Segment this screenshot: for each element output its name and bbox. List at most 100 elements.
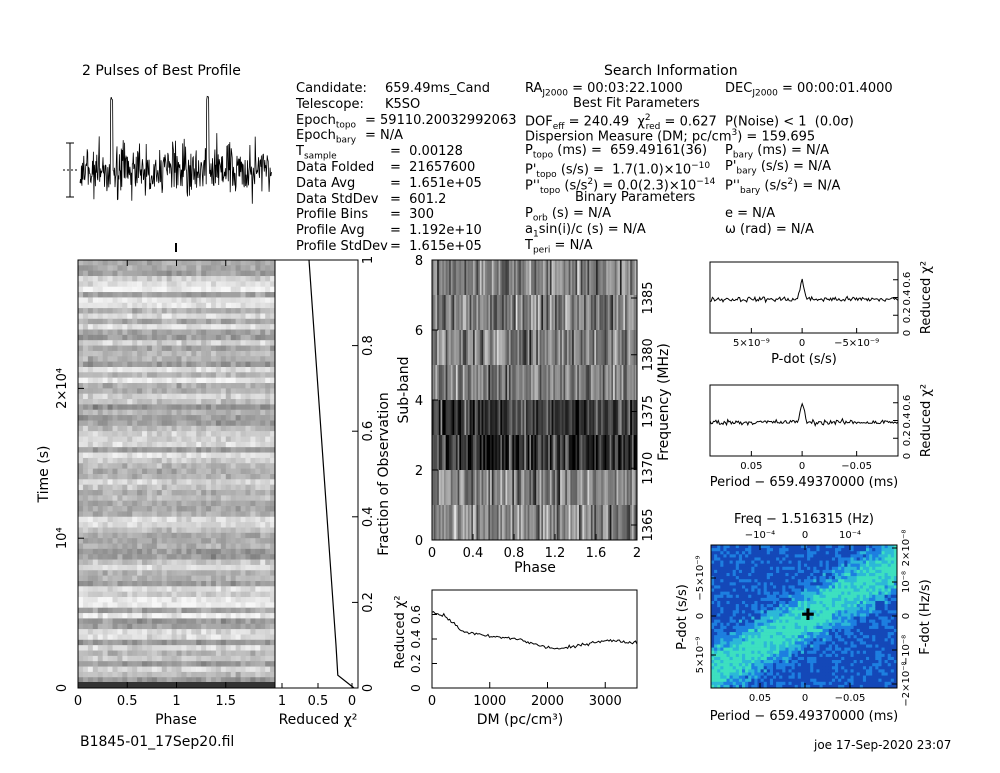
tp-cell — [156, 409, 163, 416]
sb-cell — [558, 295, 561, 330]
tp-cell — [191, 495, 197, 502]
tp-cell — [255, 415, 261, 421]
tp-cell — [250, 313, 256, 320]
tp-cell — [196, 292, 202, 298]
tp-cell — [112, 350, 118, 357]
sb-cell — [507, 260, 510, 295]
tp-cell — [196, 265, 202, 271]
tp-cell — [240, 377, 246, 384]
sb-cell — [597, 365, 600, 400]
tp-cell — [215, 538, 222, 544]
tp-cell — [82, 324, 89, 330]
sb-cell — [478, 365, 481, 400]
tp-cell — [127, 500, 133, 507]
tp-cell — [132, 468, 138, 475]
tp-cell — [265, 511, 271, 518]
sb-cell — [601, 435, 604, 470]
tp-cell — [220, 591, 227, 598]
ppdot-cell — [732, 579, 737, 583]
tp-cell — [270, 581, 276, 587]
tp-cell — [82, 276, 89, 282]
tp-cell — [250, 532, 256, 539]
tp-cell — [225, 500, 231, 507]
ppdot-cell — [735, 588, 740, 592]
sb-cell — [466, 435, 469, 470]
info-value: = 601.2 — [390, 191, 447, 207]
tp-cell — [87, 613, 94, 619]
tp-cell — [220, 281, 227, 288]
sb-cell — [527, 435, 530, 470]
tp-cell — [250, 479, 256, 485]
tp-cell — [102, 645, 108, 651]
sb-cell — [457, 470, 460, 505]
tp-cell — [127, 377, 133, 384]
tp-cell — [107, 639, 113, 646]
sb-cell — [479, 400, 482, 435]
tp-cell — [181, 334, 187, 341]
tp-cell — [235, 500, 241, 507]
tp-cell — [117, 506, 123, 512]
ppdot-cell — [726, 625, 730, 630]
tp-cell — [87, 399, 94, 405]
sb-cell — [573, 295, 576, 330]
tp-cell — [235, 511, 241, 518]
tp-cell — [240, 591, 246, 598]
sb-cell — [584, 295, 587, 330]
sb-cell — [577, 365, 580, 400]
tp-cell — [117, 431, 123, 437]
sb-cell — [548, 470, 551, 505]
tp-cell — [270, 516, 276, 523]
tp-cell — [82, 516, 89, 523]
tp-cell — [235, 436, 241, 443]
sb-cell — [625, 400, 628, 435]
tp-cell — [206, 276, 212, 282]
sb-cell — [466, 260, 469, 295]
tp-cell — [122, 532, 128, 539]
tp-cell — [166, 388, 172, 395]
tp-cell — [215, 436, 222, 443]
tp-cell — [235, 548, 241, 555]
tp-cell — [151, 393, 158, 400]
sb-cell — [607, 330, 610, 365]
tp-cell — [97, 383, 103, 389]
sb-cell — [452, 295, 455, 330]
tp-cell — [201, 404, 207, 411]
tp-cell — [102, 597, 108, 603]
sb-cell — [519, 330, 522, 365]
sb-cell — [604, 400, 607, 435]
ppdot-cell — [742, 675, 746, 679]
sb-cell — [520, 260, 523, 295]
tp-cell — [171, 350, 177, 357]
tp-cell — [146, 431, 153, 437]
tp-cell — [156, 538, 163, 544]
sb-cell — [606, 330, 609, 365]
sb-cell — [635, 400, 638, 435]
tp-cell — [102, 490, 108, 496]
sb-cell — [614, 260, 617, 295]
tp-cell — [142, 581, 148, 587]
tp-cell — [112, 436, 118, 443]
tp-cell — [82, 650, 89, 657]
ppdot-cell — [738, 672, 743, 676]
tp-cell — [265, 602, 271, 609]
tp-cell — [215, 570, 222, 576]
tp-cell — [230, 538, 236, 544]
tp-cell — [215, 425, 222, 432]
tp-cell — [82, 313, 89, 320]
tp-cell — [166, 602, 172, 609]
tp-cell — [270, 634, 276, 641]
sb-cell — [539, 295, 542, 330]
tp-cell — [122, 463, 128, 469]
tp-cell — [171, 409, 177, 416]
tp-cell — [171, 538, 177, 544]
tp-cell — [171, 276, 177, 282]
tp-cell — [132, 564, 138, 571]
tp-cell — [92, 511, 98, 518]
tp-cell — [206, 559, 212, 566]
tp-cell — [186, 415, 192, 421]
tp-cell — [156, 479, 163, 485]
sb-cell — [498, 260, 501, 295]
tp-cell — [201, 581, 207, 587]
tp-cell — [215, 634, 222, 641]
ppdot-cell — [723, 585, 727, 589]
